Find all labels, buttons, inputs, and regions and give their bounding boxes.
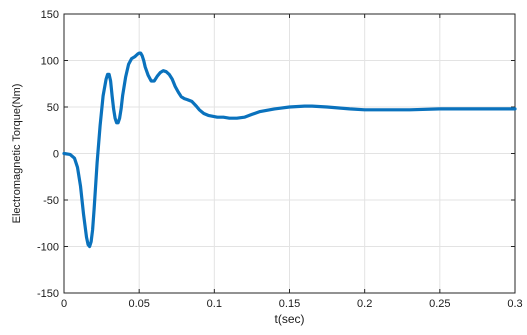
x-tick-label: 0.25 bbox=[429, 298, 450, 310]
x-tick-label: 0.2 bbox=[357, 298, 372, 310]
y-tick-label: 0 bbox=[53, 149, 59, 161]
grid bbox=[63, 13, 516, 294]
x-tick-label: 0.1 bbox=[207, 298, 222, 310]
x-tick-label: 0 bbox=[61, 298, 67, 310]
torque-series-line bbox=[62, 51, 517, 249]
tick-labels: 0 0.05 0.1 0.15 0.2 0.25 0.3 150 100 50 0 -50 -100 -1… bbox=[37, 9, 523, 310]
x-axis-label: t(sec) bbox=[275, 312, 305, 326]
y-tick-label: 50 bbox=[47, 102, 59, 114]
y-tick-label: -50 bbox=[43, 195, 59, 207]
series-layer bbox=[62, 51, 517, 249]
y-tick-label: 100 bbox=[41, 56, 59, 68]
x-tick-label: 0.3 bbox=[507, 298, 522, 310]
y-axis-label: Electromagnetic Torque(Nm) bbox=[11, 84, 23, 224]
y-tick-label: -100 bbox=[37, 242, 59, 254]
y-tick-label: -150 bbox=[37, 288, 59, 300]
x-tick-label: 0.15 bbox=[279, 298, 300, 310]
x-tick-label: 0.05 bbox=[128, 298, 149, 310]
y-tick-label: 150 bbox=[41, 9, 59, 21]
